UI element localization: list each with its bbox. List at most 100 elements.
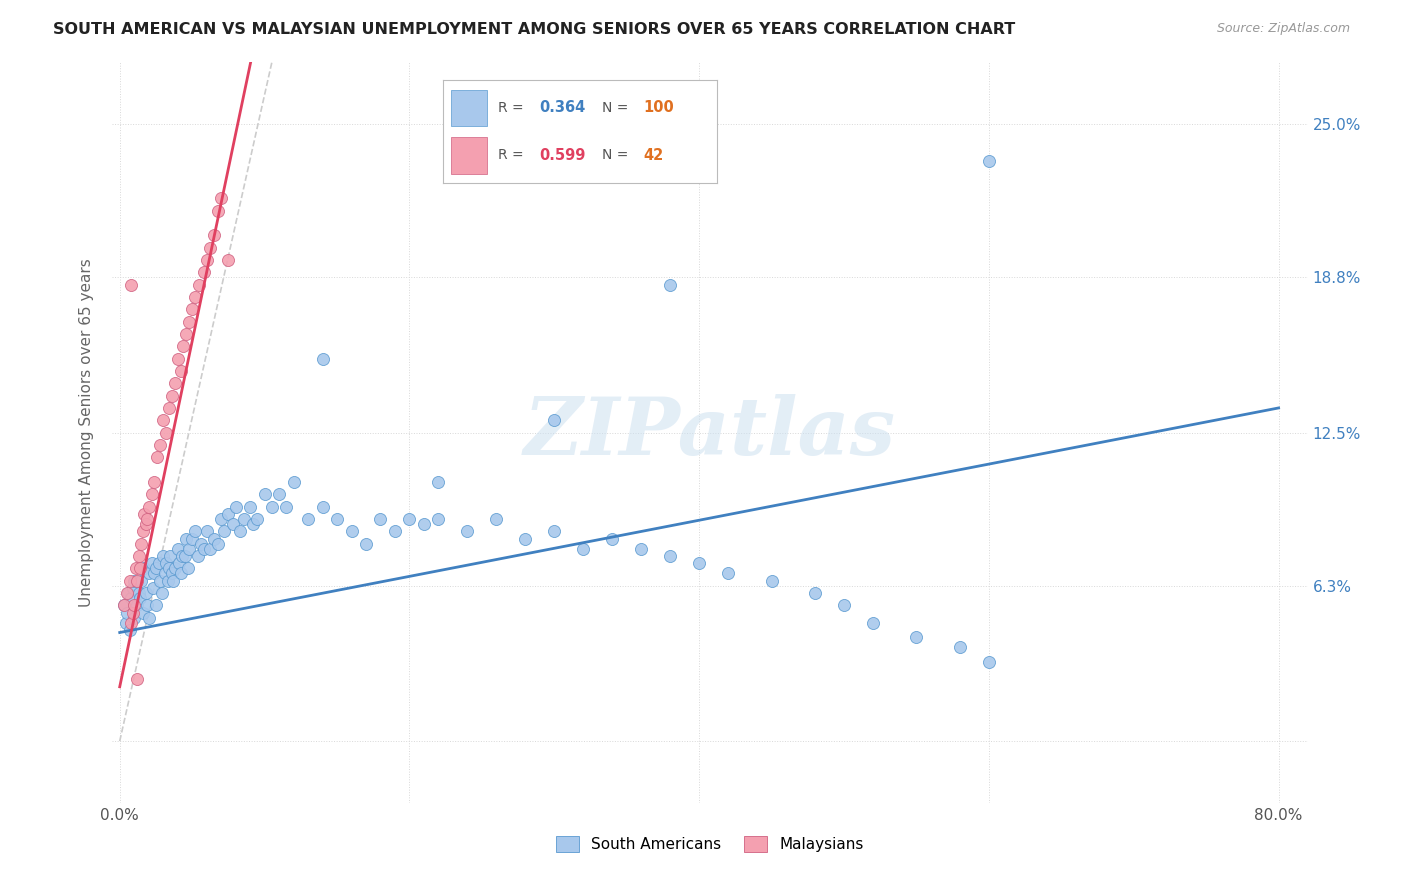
Point — [122, 611, 145, 625]
Point — [572, 541, 595, 556]
Point — [198, 541, 221, 556]
Point — [150, 586, 173, 600]
Point — [225, 500, 247, 514]
Point — [181, 532, 204, 546]
Point — [112, 599, 135, 613]
Point — [127, 574, 149, 588]
Point — [142, 581, 165, 595]
Point — [162, 574, 184, 588]
Point — [193, 265, 215, 279]
Point — [128, 549, 150, 563]
Point — [135, 516, 157, 531]
Text: 0.599: 0.599 — [538, 148, 585, 162]
Y-axis label: Unemployment Among Seniors over 65 years: Unemployment Among Seniors over 65 years — [79, 259, 94, 607]
Text: R =: R = — [498, 101, 527, 115]
Point — [193, 541, 215, 556]
Point — [145, 561, 167, 575]
Point — [184, 290, 207, 304]
Point — [413, 516, 436, 531]
Point — [141, 557, 163, 571]
Point — [354, 536, 377, 550]
Point — [169, 566, 191, 581]
Point — [152, 549, 174, 563]
Point — [115, 586, 138, 600]
Point — [122, 599, 145, 613]
Point — [187, 549, 209, 563]
Text: R =: R = — [498, 148, 527, 162]
Point — [118, 574, 141, 588]
Point — [209, 512, 232, 526]
Point — [170, 549, 193, 563]
FancyBboxPatch shape — [451, 136, 486, 174]
Point — [120, 277, 142, 292]
Point — [862, 615, 884, 630]
FancyBboxPatch shape — [451, 89, 486, 127]
Point — [949, 640, 972, 655]
Point — [659, 277, 682, 292]
Point — [543, 524, 565, 539]
Point — [145, 599, 167, 613]
Point — [427, 475, 450, 489]
Point — [832, 599, 855, 613]
Point — [311, 500, 333, 514]
Point — [209, 191, 232, 205]
Point — [146, 450, 169, 465]
Point — [688, 557, 710, 571]
Point — [143, 475, 166, 489]
Point — [149, 438, 172, 452]
Point — [174, 549, 197, 563]
Text: Source: ZipAtlas.com: Source: ZipAtlas.com — [1216, 22, 1350, 36]
Point — [148, 557, 170, 571]
Point — [202, 228, 225, 243]
Point — [977, 655, 1000, 669]
Point — [159, 549, 181, 563]
Point — [283, 475, 305, 489]
Point — [129, 591, 152, 605]
Point — [456, 524, 478, 539]
Point — [239, 500, 262, 514]
Point — [114, 615, 136, 630]
Point — [163, 561, 186, 575]
Point — [246, 512, 269, 526]
Point — [176, 532, 198, 546]
Point — [370, 512, 392, 526]
Point — [253, 487, 276, 501]
Point — [153, 566, 176, 581]
Point — [120, 591, 142, 605]
Text: 42: 42 — [643, 148, 664, 162]
Point — [630, 541, 652, 556]
Point — [233, 512, 256, 526]
Point — [156, 574, 179, 588]
Point — [977, 154, 1000, 169]
Point — [118, 623, 141, 637]
Point — [177, 561, 200, 575]
Point — [761, 574, 783, 588]
Point — [152, 413, 174, 427]
Point — [217, 252, 239, 267]
Point — [163, 376, 186, 391]
Point — [138, 500, 160, 514]
Point — [129, 561, 152, 575]
Point — [804, 586, 827, 600]
Text: 100: 100 — [643, 101, 673, 115]
Point — [384, 524, 406, 539]
Point — [207, 203, 229, 218]
Point — [134, 561, 156, 575]
Point — [207, 536, 229, 550]
Point — [135, 586, 157, 600]
Point — [297, 512, 319, 526]
Point — [717, 566, 740, 581]
Point — [120, 615, 142, 630]
Point — [659, 549, 682, 563]
Point — [160, 566, 183, 581]
Point — [121, 581, 143, 595]
Point — [229, 524, 252, 539]
Point — [176, 326, 198, 341]
Point — [138, 611, 160, 625]
Text: ZIPatlas: ZIPatlas — [524, 394, 896, 471]
Point — [115, 606, 138, 620]
Point — [136, 599, 159, 613]
Text: SOUTH AMERICAN VS MALAYSIAN UNEMPLOYMENT AMONG SENIORS OVER 65 YEARS CORRELATION: SOUTH AMERICAN VS MALAYSIAN UNEMPLOYMENT… — [53, 22, 1015, 37]
Point — [181, 302, 204, 317]
Point — [166, 351, 188, 366]
